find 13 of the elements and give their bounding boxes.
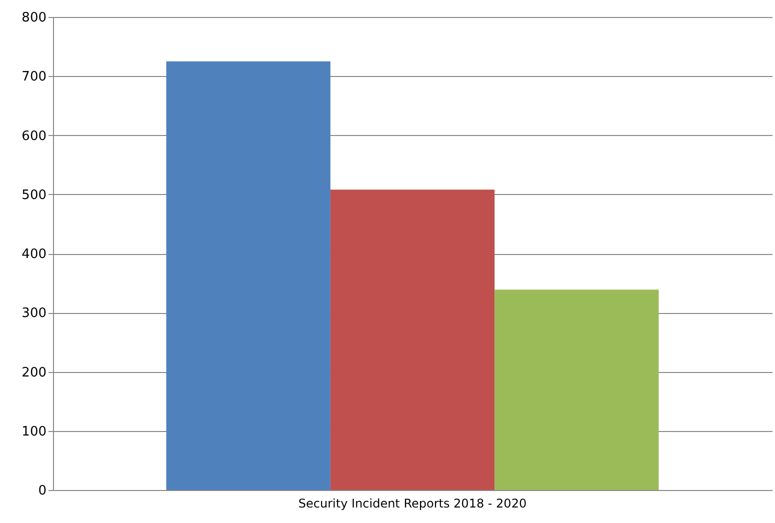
y-tick-label: 600 bbox=[22, 128, 46, 144]
x-tick-label: Security Incident Reports 2018 - 2020 bbox=[298, 496, 527, 510]
y-tick-label: 100 bbox=[22, 424, 46, 440]
y-tick-label: 0 bbox=[38, 484, 46, 498]
bar bbox=[494, 290, 659, 490]
y-tick-label: 700 bbox=[22, 70, 46, 85]
y-tick-label: 500 bbox=[22, 188, 46, 203]
bar bbox=[166, 61, 330, 490]
y-tick-label: 800 bbox=[22, 10, 46, 26]
y-tick-label: 400 bbox=[22, 247, 46, 262]
y-tick-label: 300 bbox=[22, 306, 46, 322]
bar bbox=[330, 190, 495, 490]
y-tick-label: 200 bbox=[22, 365, 46, 380]
